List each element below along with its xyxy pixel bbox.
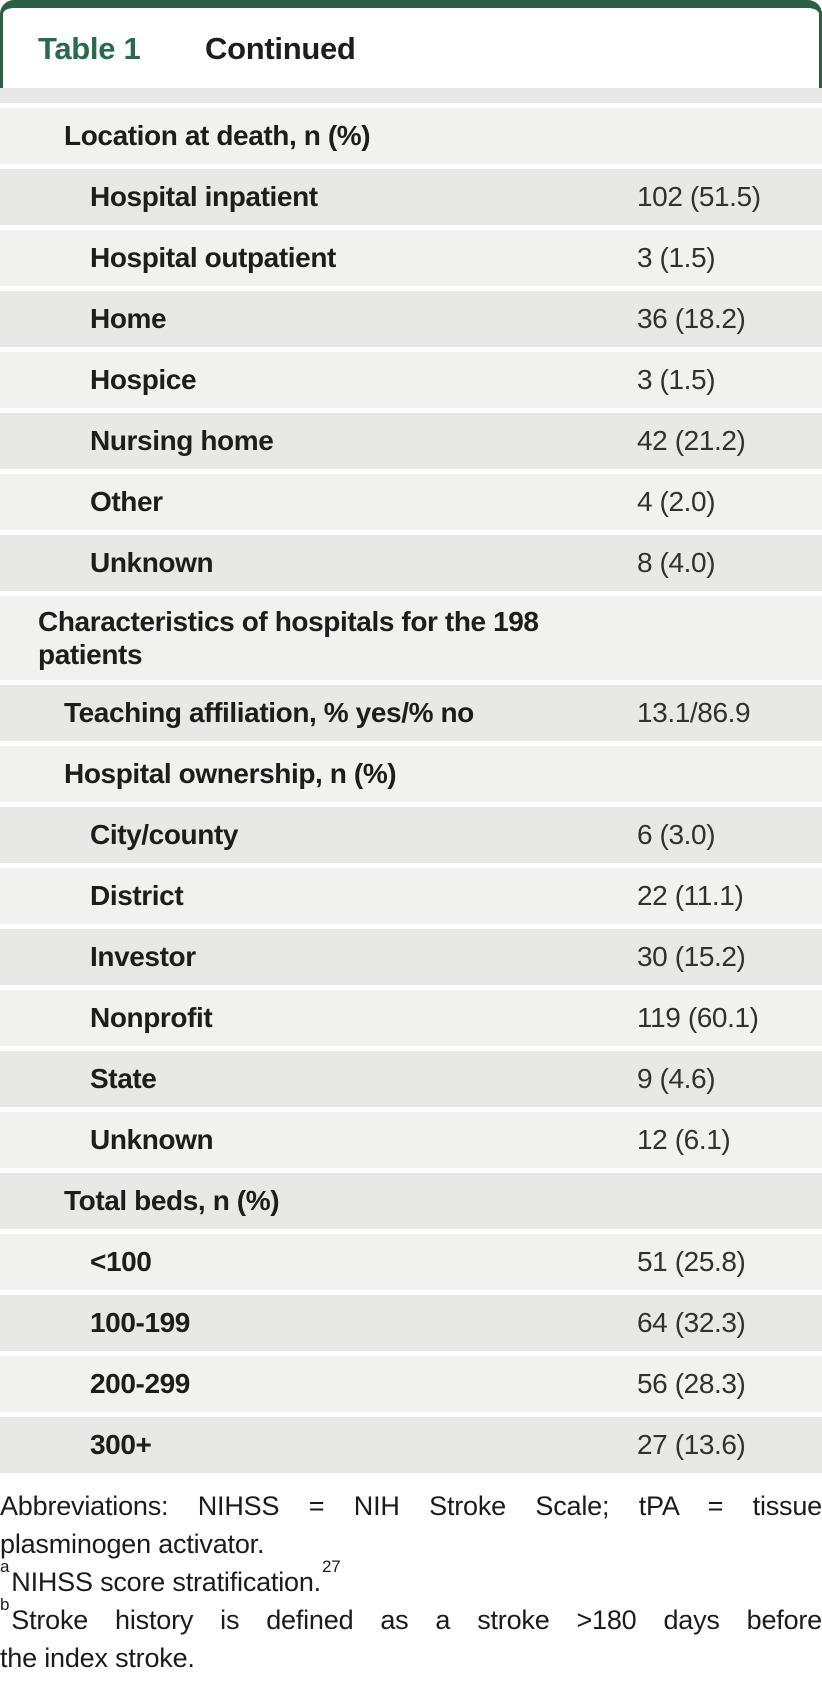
row-label: 300+ [90, 1429, 152, 1461]
table-row: <100 51 (25.8) [0, 1234, 822, 1290]
row-value: 51 (25.8) [637, 1246, 746, 1277]
row-value: 27 (13.6) [637, 1429, 746, 1460]
footnote-marker: a [0, 1557, 10, 1576]
table-row: Nursing home 42 (21.2) [0, 413, 822, 469]
row-value: 119 (60.1) [637, 1002, 759, 1033]
row-value: 36 (18.2) [637, 303, 746, 334]
row-value: 56 (28.3) [637, 1368, 746, 1399]
row-label: Total beds, n (%) [64, 1185, 280, 1217]
row-label: Other [90, 486, 163, 518]
row-value: 3 (1.5) [637, 242, 716, 273]
row-value: 12 (6.1) [637, 1124, 731, 1155]
row-label: Teaching affiliation, % yes/% no [64, 697, 474, 729]
table-row: Investor 30 (15.2) [0, 929, 822, 985]
row-label: Investor [90, 941, 196, 973]
row-value: 42 (21.2) [637, 425, 746, 456]
row-label: Location at death, n (%) [64, 120, 371, 152]
row-value: 8 (4.0) [637, 547, 716, 578]
table-row: Other 4 (2.0) [0, 474, 822, 530]
footnote-line: the index stroke. [0, 1643, 195, 1673]
table-row: Hospital outpatient 3 (1.5) [0, 230, 822, 286]
row-value: 9 (4.6) [637, 1063, 716, 1094]
row-label: 100-199 [90, 1307, 190, 1339]
table-number-label: Table 1 [38, 31, 141, 66]
table-row: Unknown 8 (4.0) [0, 535, 822, 591]
row-value: 30 (15.2) [637, 941, 746, 972]
row-label: Unknown [90, 547, 214, 579]
table-row: City/county 6 (3.0) [0, 807, 822, 863]
table-header: Table 1 Continued [0, 0, 822, 88]
footnote-marker: b [0, 1595, 10, 1614]
table-row: Hospital inpatient 102 (51.5) [0, 169, 822, 225]
footnote-line: bStroke history is defined as a stroke >… [0, 1595, 822, 1635]
table-row: 100-199 64 (32.3) [0, 1295, 822, 1351]
row-value: 22 (11.1) [637, 880, 744, 911]
table-row: Home 36 (18.2) [0, 291, 822, 347]
footnote-line: plasminogen activator. [0, 1529, 265, 1559]
row-value: 102 (51.5) [637, 181, 761, 212]
table-row: District 22 (11.1) [0, 868, 822, 924]
row-label: District [90, 880, 184, 912]
row-label: Nursing home [90, 425, 274, 457]
row-label: 200-299 [90, 1368, 190, 1400]
row-value: 6 (3.0) [637, 819, 716, 850]
row-label: <100 [90, 1246, 152, 1278]
table-row: Teaching affiliation, % yes/% no 13.1/86.… [0, 685, 822, 741]
row-label: Hospice [90, 364, 197, 396]
table-row: Total beds, n (%) [0, 1173, 822, 1229]
footnote-line: aNIHSS score stratification.27 [0, 1557, 341, 1597]
row-label: Unknown [90, 1124, 214, 1156]
row-label: Hospital inpatient [90, 181, 318, 213]
data-table: Location at death, n (%) Hospital inpatie… [0, 88, 822, 1473]
table-row: Characteristics of hospitals for the 198… [0, 596, 822, 680]
row-label: Home [90, 303, 167, 335]
row-value: 4 (2.0) [637, 486, 716, 517]
row-label: City/county [90, 819, 239, 851]
table-title: Continued [205, 31, 356, 66]
row-value: 64 (32.3) [637, 1307, 746, 1338]
row-label: Characteristics of hospitals for the 198… [38, 605, 539, 670]
row-label: State [90, 1063, 157, 1095]
reference-superscript: 27 [321, 1557, 341, 1576]
table-row: Hospital ownership, n (%) [0, 746, 822, 802]
row-label: Nonprofit [90, 1002, 213, 1034]
table-row: Unknown 12 (6.1) [0, 1112, 822, 1168]
footnotes: Abbreviations: NIHSS = NIH Stroke Scale;… [0, 1487, 822, 1677]
table-row: Nonprofit 119 (60.1) [0, 990, 822, 1046]
row-value: 3 (1.5) [637, 364, 716, 395]
row-label: Hospital ownership, n (%) [64, 758, 397, 790]
table-top-strip [0, 88, 822, 103]
row-label: Hospital outpatient [90, 242, 336, 274]
table-row: State 9 (4.6) [0, 1051, 822, 1107]
table-row: Hospice 3 (1.5) [0, 352, 822, 408]
table-row: 300+ 27 (13.6) [0, 1417, 822, 1473]
footnote-line: Abbreviations: NIHSS = NIH Stroke Scale;… [0, 1491, 822, 1521]
row-value: 13.1/86.9 [637, 697, 751, 728]
table-row: 200-299 56 (28.3) [0, 1356, 822, 1412]
table-row: Location at death, n (%) [0, 108, 822, 164]
